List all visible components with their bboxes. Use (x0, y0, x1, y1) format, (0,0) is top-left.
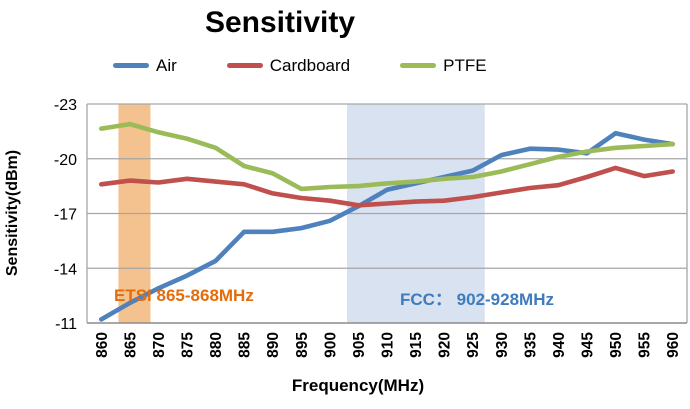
series-line-ptfe (99, 121, 676, 192)
x-axis-title: Frequency(MHz) (291, 376, 425, 395)
x-tick-label: 875 (180, 332, 197, 358)
x-tick-label: 915 (408, 332, 425, 358)
y-tick-label: -14 (54, 261, 77, 278)
chart-title: Sensitivity (204, 6, 356, 39)
legend: Air Cardboard PTFE (113, 57, 487, 74)
x-tick-label: 880 (208, 332, 225, 358)
x-tick-label: 950 (608, 332, 625, 358)
x-tick-label: 900 (322, 332, 339, 358)
x-tick-label: 935 (522, 332, 539, 358)
legend-label-air: Air (156, 56, 177, 75)
x-tick-label: 885 (237, 332, 254, 358)
etsi-band-label: ETSI 865-868MHz (114, 286, 254, 305)
x-tick-label: 865 (122, 332, 139, 358)
x-tick-label: 920 (437, 332, 454, 358)
x-tick-label: 945 (580, 332, 597, 358)
fcc-band-label: FCC： 902-928MHz (400, 290, 554, 309)
y-tick-label: -23 (54, 97, 77, 114)
x-tick-label: 955 (637, 332, 654, 358)
air-line-swatch-icon (113, 63, 149, 68)
x-tick-label: 890 (265, 332, 282, 358)
x-tick-label: 960 (665, 332, 682, 358)
x-tick-label: 925 (465, 332, 482, 358)
x-tick-label: 940 (551, 332, 568, 358)
legend-label-cardboard: Cardboard (269, 56, 351, 75)
x-tick-label: 860 (94, 332, 111, 358)
x-tick-label: 910 (380, 332, 397, 358)
x-tick-label: 895 (294, 332, 311, 358)
legend-item-ptfe: PTFE (400, 56, 487, 75)
x-tick-label: 905 (351, 332, 368, 358)
series-line-cardboard (99, 165, 676, 208)
y-tick-label: -17 (54, 207, 77, 224)
x-tick-label: 870 (151, 332, 168, 358)
y-tick-label: -11 (55, 316, 77, 333)
legend-item-cardboard: Cardboard (226, 56, 351, 75)
x-tick-label: 930 (494, 332, 511, 358)
y-tick-label: -20 (54, 152, 77, 169)
cardboard-line-swatch-icon (226, 63, 263, 68)
legend-item-air: Air (113, 57, 177, 74)
legend-label-ptfe: PTFE (443, 56, 487, 75)
ptfe-line-swatch-icon (400, 63, 437, 68)
